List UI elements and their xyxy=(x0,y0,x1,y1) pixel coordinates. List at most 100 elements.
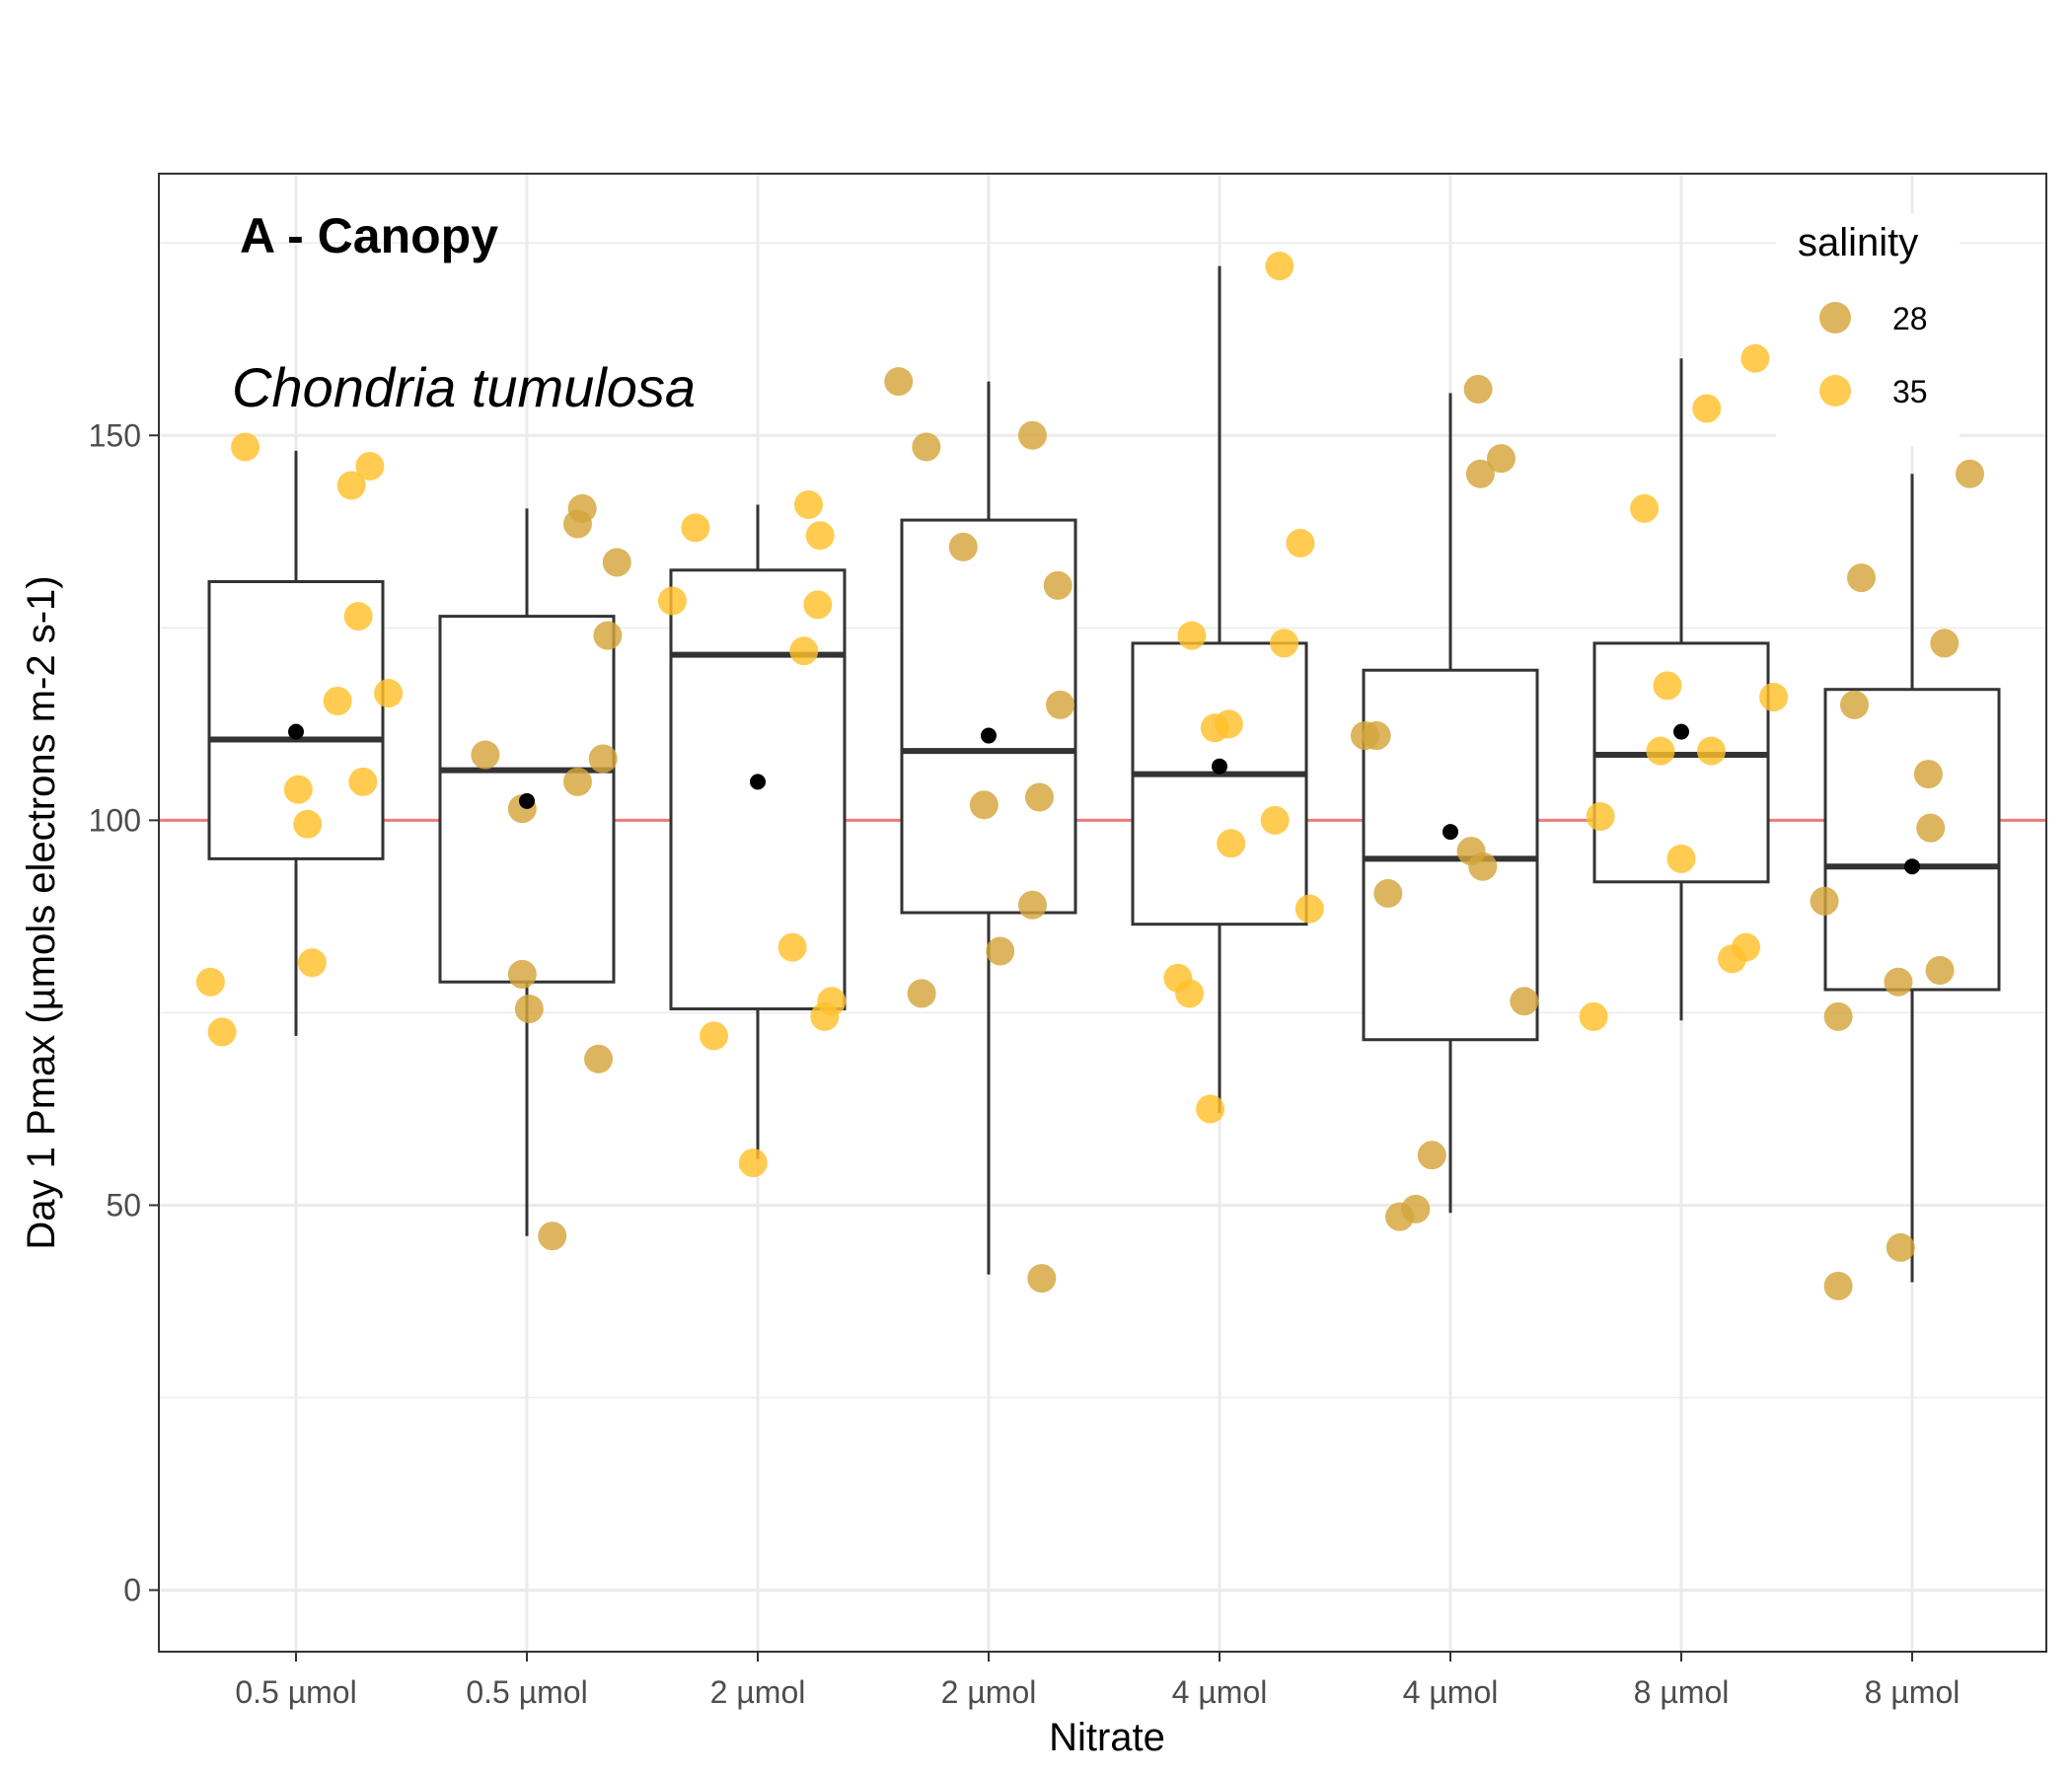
data-point xyxy=(471,740,500,770)
data-point xyxy=(1196,1094,1225,1124)
data-point xyxy=(1847,563,1877,593)
box-4 xyxy=(1131,265,1308,1113)
box-iqr xyxy=(1131,641,1308,926)
y-tick-label: 0 xyxy=(123,1573,141,1608)
data-point xyxy=(1759,683,1789,712)
data-point xyxy=(1175,979,1205,1008)
data-point xyxy=(907,979,936,1008)
data-point xyxy=(1646,736,1675,766)
data-point xyxy=(562,767,592,796)
data-point xyxy=(805,521,835,551)
data-point xyxy=(1692,394,1722,423)
data-point xyxy=(538,1221,567,1251)
data-point xyxy=(1043,570,1073,600)
data-point xyxy=(817,987,847,1016)
mean-point xyxy=(1673,723,1689,740)
data-point xyxy=(1510,987,1539,1016)
data-point xyxy=(567,493,597,523)
data-point xyxy=(912,432,941,462)
x-tick-label: 8 µmol xyxy=(1634,1674,1730,1710)
x-tick-label: 0.5 µmol xyxy=(466,1674,587,1710)
data-point xyxy=(507,959,537,989)
data-point xyxy=(1046,690,1075,719)
x-tick-label: 4 µmol xyxy=(1403,1674,1499,1710)
y-tick-label: 100 xyxy=(89,802,141,838)
x-tick-label: 8 µmol xyxy=(1865,1674,1961,1710)
data-point xyxy=(374,679,404,708)
data-point xyxy=(1630,493,1660,523)
legend-title: salinity xyxy=(1798,221,1918,264)
data-point xyxy=(1468,851,1498,881)
data-point xyxy=(323,686,352,715)
legend-label-35: 35 xyxy=(1892,374,1928,409)
data-point xyxy=(231,432,260,462)
data-point xyxy=(588,744,618,774)
y-axis-title: Day 1 Pmax (µmols electrons m-2 s-1) xyxy=(20,575,63,1249)
data-point xyxy=(195,967,225,997)
data-point xyxy=(283,775,313,804)
data-point xyxy=(986,936,1015,966)
data-point xyxy=(1586,801,1615,831)
data-point xyxy=(793,489,823,519)
data-point xyxy=(348,767,378,796)
data-point xyxy=(738,1148,768,1178)
legend-key-28 xyxy=(1819,302,1851,333)
data-point xyxy=(1024,782,1054,812)
data-point xyxy=(1373,878,1403,908)
data-point xyxy=(336,471,366,500)
mean-point xyxy=(981,727,997,744)
data-point xyxy=(355,451,385,481)
data-point xyxy=(789,636,819,666)
legend-background xyxy=(1776,213,1960,446)
data-point xyxy=(1666,844,1696,873)
data-point xyxy=(700,1021,729,1051)
y-tick-label: 150 xyxy=(89,417,141,453)
data-point xyxy=(1265,252,1295,281)
data-point xyxy=(1696,736,1726,766)
data-point xyxy=(777,932,807,962)
data-point xyxy=(1217,829,1246,858)
x-tick-label: 2 µmol xyxy=(941,1674,1037,1710)
data-point xyxy=(948,532,978,561)
data-point xyxy=(803,590,833,620)
data-point xyxy=(1840,690,1869,719)
data-point xyxy=(1295,894,1324,924)
legend-label-28: 28 xyxy=(1892,301,1928,336)
data-point xyxy=(297,948,327,978)
y-tick-label: 50 xyxy=(106,1187,141,1222)
data-point xyxy=(1823,1001,1853,1031)
data-point xyxy=(1810,886,1839,916)
mean-point xyxy=(519,792,535,809)
box-iqr xyxy=(1362,668,1539,1042)
data-point xyxy=(1930,629,1960,658)
data-point xyxy=(593,621,623,650)
mean-point xyxy=(1212,758,1227,775)
data-point xyxy=(1740,343,1770,373)
mean-point xyxy=(1904,858,1920,875)
data-point xyxy=(1463,374,1493,404)
data-point xyxy=(1579,1001,1608,1031)
data-point xyxy=(681,513,710,543)
data-point xyxy=(1362,721,1391,751)
data-point xyxy=(1913,760,1943,789)
data-point xyxy=(1653,671,1682,701)
data-point xyxy=(1017,420,1047,450)
x-axis-title: Nitrate xyxy=(1049,1716,1165,1759)
data-point xyxy=(1214,709,1243,739)
x-tick-label: 4 µmol xyxy=(1172,1674,1268,1710)
data-point xyxy=(1401,1194,1431,1223)
legend: salinity 28 35 xyxy=(1776,213,1960,446)
panel-border xyxy=(158,173,2047,1653)
data-point xyxy=(1017,890,1047,920)
mean-point xyxy=(1443,824,1458,841)
data-point xyxy=(1417,1141,1446,1170)
data-point xyxy=(1886,1232,1915,1262)
x-tick-label: 0.5 µmol xyxy=(235,1674,356,1710)
data-point xyxy=(1823,1271,1853,1300)
data-point xyxy=(1486,444,1516,474)
data-point xyxy=(1884,967,1913,997)
data-point xyxy=(1956,459,1984,488)
species-annotation: Chondria tumulosa xyxy=(232,356,696,418)
data-point xyxy=(343,602,373,631)
